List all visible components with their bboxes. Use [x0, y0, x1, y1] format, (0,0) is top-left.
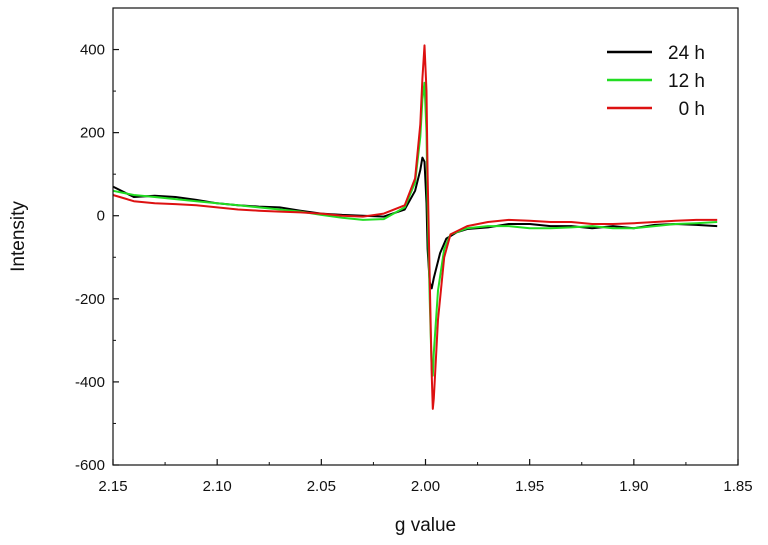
x-tick-label: 2.10	[203, 478, 232, 495]
series-lines	[112, 44, 718, 410]
y-tick-label: 200	[80, 125, 105, 142]
x-tick-label: 2.15	[98, 478, 127, 495]
y-tick-label: 0	[97, 208, 105, 225]
series-line-12h	[112, 81, 718, 377]
series-line-0h	[112, 44, 718, 410]
y-tick-label: -400	[75, 374, 105, 391]
x-tick-label: 2.00	[411, 478, 440, 495]
legend-label: 0 h	[679, 99, 705, 120]
legend: 24 h 12 h 0 h	[607, 43, 705, 120]
x-tick-label: 1.95	[515, 478, 544, 495]
axis-ticks: 2.15 2.10 2.05 2.00 1.95 1.90 1.85 400 200 0 -200 -…	[75, 7, 753, 495]
x-tick-label: 1.90	[619, 478, 648, 495]
legend-label: 24 h	[668, 43, 705, 64]
y-tick-label: 400	[80, 42, 105, 59]
y-tick-label: -200	[75, 291, 105, 308]
x-tick-label: 1.85	[723, 478, 752, 495]
x-axis-title: g value	[395, 515, 456, 536]
y-tick-label: -600	[75, 457, 105, 474]
x-tick-label: 2.05	[307, 478, 336, 495]
y-axis-title: Intensity	[8, 201, 29, 272]
legend-label: 12 h	[668, 71, 705, 92]
